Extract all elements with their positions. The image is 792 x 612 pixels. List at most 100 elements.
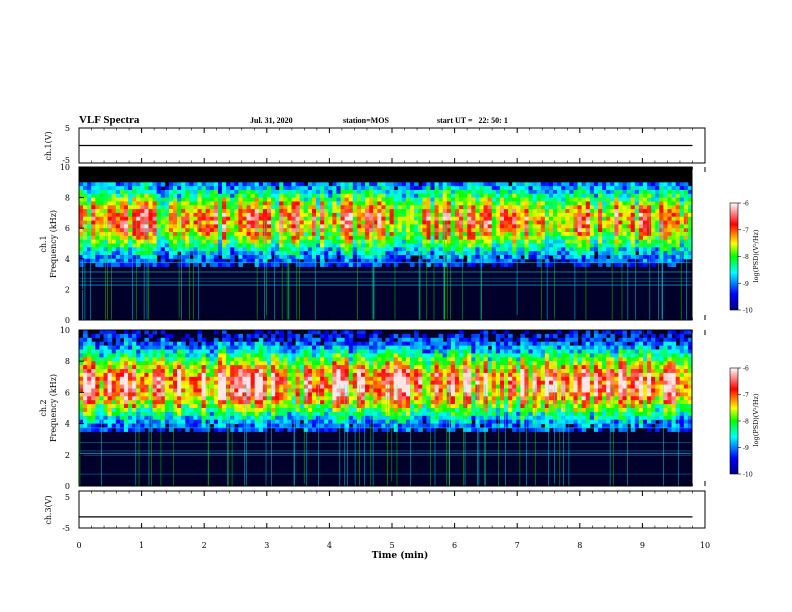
spectrogram-cell: [246, 365, 252, 370]
spectrogram-cell: [189, 251, 194, 256]
spectrogram-cell: [238, 212, 243, 218]
spectrogram-cell: [197, 228, 203, 233]
spectrogram-cell: [213, 201, 219, 206]
spectrogram-cell: [299, 167, 305, 172]
spectrogram-cell: [553, 212, 558, 218]
spectrogram-cell: [99, 232, 105, 237]
spectrogram-cell: [540, 205, 546, 210]
spectrogram-cell: [111, 224, 117, 229]
spectrogram-cell: [618, 209, 624, 214]
spectrogram-cell: [107, 388, 113, 393]
spectrogram-cell: [222, 232, 227, 237]
spectrogram-cell: [410, 167, 415, 172]
spectrogram-cell: [115, 239, 121, 244]
spectrogram-cell: [557, 232, 562, 237]
spectrogram-cell: [446, 182, 452, 187]
spectrogram-cell: [614, 209, 619, 214]
spectrogram-cell: [667, 251, 673, 256]
spectrogram-cell: [99, 247, 105, 252]
spectrogram-cell: [234, 408, 239, 413]
spectrogram-cell: [271, 251, 276, 256]
spectrogram-cell: [385, 170, 391, 176]
spectrogram-cell: [217, 341, 223, 347]
spectrogram-cell: [213, 212, 219, 218]
spectrogram-cell: [479, 232, 485, 237]
spectrogram-cell: [136, 361, 141, 366]
spectrogram-cell: [332, 224, 337, 229]
spectrogram-cell: [87, 193, 92, 199]
spectrogram-cell: [258, 349, 264, 354]
spectrogram-cell: [132, 220, 137, 225]
spectrogram-cell: [589, 205, 595, 210]
spectrogram-cell: [475, 197, 480, 202]
spectrogram-cell: [356, 197, 362, 202]
spectrogram-cell: [430, 209, 436, 214]
spectrogram-cell: [687, 232, 693, 237]
spectrogram-cell: [410, 201, 415, 206]
spectrogram-cell: [189, 228, 194, 233]
spectrogram-cell: [91, 372, 96, 378]
spectrogram-cell: [450, 224, 456, 229]
spectrogram-cell: [471, 254, 476, 260]
spectrogram-cell: [479, 224, 485, 229]
spectrogram-cell: [348, 235, 354, 241]
spectrogram-cell: [397, 170, 403, 176]
spectrogram-cell: [254, 376, 260, 382]
spectrogram-cell: [189, 392, 194, 397]
spectrogram-cell: [593, 201, 599, 206]
spectrogram-cell: [348, 228, 354, 233]
spectrogram-cell: [320, 189, 325, 195]
spectrogram-cell: [230, 243, 235, 248]
spectrogram-cell: [401, 209, 407, 214]
spectrogram-cell: [303, 258, 309, 264]
spectrogram-cell: [115, 201, 121, 206]
spectrogram-cell: [389, 174, 395, 179]
spectrogram-cell: [483, 220, 489, 225]
spectrogram-cell: [508, 220, 513, 225]
spectrogram-cell: [524, 193, 530, 199]
spectrogram-cell: [299, 251, 305, 256]
spectrogram-cell: [426, 182, 431, 187]
spectrogram-cell: [213, 337, 219, 343]
spectrogram-cell: [320, 220, 325, 225]
spectrogram-cell: [132, 174, 137, 179]
spectrogram-cell: [168, 369, 174, 374]
spectrogram-cell: [160, 380, 166, 386]
spectrogram-cell: [83, 384, 88, 389]
spectrogram-cell: [213, 330, 219, 335]
spectrogram-cell: [107, 400, 113, 405]
spectrogram-cell: [222, 376, 227, 382]
spectrogram-cell: [189, 349, 194, 354]
spectrogram-cell: [275, 251, 280, 256]
spectrogram-cell: [136, 349, 141, 354]
spectrogram-cell: [87, 251, 92, 256]
spectrogram-cell: [107, 228, 113, 233]
spectrogram-cell: [222, 228, 227, 233]
spectrogram-cell: [111, 178, 117, 183]
spectrogram-cell: [185, 392, 190, 397]
spectrogram-cell: [246, 216, 252, 222]
spectrogram-cell: [430, 189, 436, 195]
spectrogram-cell: [164, 247, 170, 252]
spectrogram-cell: [201, 411, 207, 417]
spectrogram-cell: [573, 209, 579, 214]
spectrogram-cell: [405, 178, 411, 183]
spectrogram-cell: [181, 365, 186, 370]
spectrogram-cell: [471, 167, 476, 172]
spectrogram-cell: [446, 193, 452, 199]
spectrogram-cell: [291, 220, 297, 225]
spectrogram-cell: [205, 205, 211, 210]
spectrogram-cell: [401, 232, 407, 237]
spectrogram-cell: [128, 392, 133, 397]
spectrogram-cell: [283, 224, 288, 229]
spectrogram-cell: [655, 197, 660, 202]
spectrogram-cell: [136, 353, 141, 358]
spectrogram-cell: [144, 178, 149, 183]
spectrogram-cell: [234, 201, 239, 206]
spectrogram-cell: [520, 201, 525, 206]
spectrogram-cell: [103, 411, 109, 417]
spectrogram-cell: [667, 167, 673, 172]
spectrogram-cell: [246, 400, 252, 405]
spectrogram-cell: [340, 182, 346, 187]
spectrogram-cell: [258, 369, 264, 374]
